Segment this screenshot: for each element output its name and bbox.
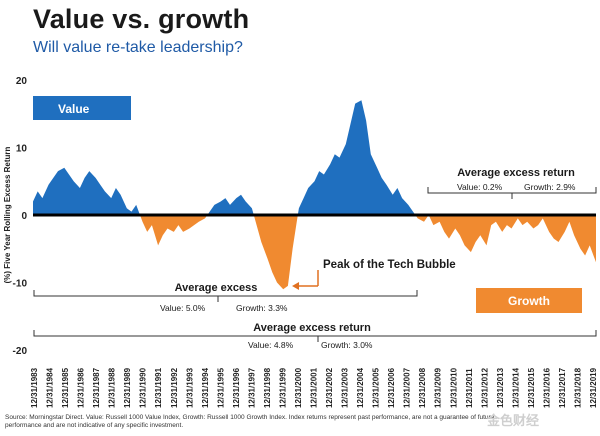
x-tick-label: 12/31/1985 (61, 367, 70, 408)
x-tick-label: 12/31/2005 (372, 367, 381, 408)
y-axis-label: (%) Five Year Rolling Excess Return (3, 146, 12, 283)
x-tick-label: 12/31/2009 (434, 367, 443, 408)
x-tick-label: 12/31/1993 (185, 367, 194, 408)
legend-value-box (33, 96, 131, 120)
avg-return-growth: Growth: 2.9% (524, 182, 576, 192)
legend: Value Growth (33, 96, 582, 313)
x-tick-label: 12/31/1998 (263, 367, 272, 408)
x-tick-label: 12/31/1988 (108, 367, 117, 408)
x-tick-label: 12/31/1992 (170, 367, 179, 408)
x-tick-label: 12/31/2019 (589, 367, 598, 408)
x-tick-label: 12/31/2015 (527, 367, 536, 408)
x-tick-label: 12/31/2002 (325, 367, 334, 408)
y-tick-label: -20 (13, 346, 28, 357)
avg-total-value: Value: 4.8% (248, 340, 294, 350)
x-tick-label: 12/31/1986 (77, 367, 86, 408)
x-tick-label: 12/31/2003 (341, 367, 350, 408)
avg-return-value: Value: 0.2% (457, 182, 503, 192)
x-tick-label: 12/31/1994 (201, 367, 210, 408)
x-axis: 12/31/1983 12/31/1984 12/31/1985 12/31/1986… (30, 367, 598, 408)
x-tick-label: 12/31/1999 (278, 367, 287, 408)
legend-growth-label: Growth (508, 294, 550, 308)
x-tick-label: 12/31/2014 (511, 367, 520, 408)
y-tick-label: 0 (21, 211, 27, 222)
area-series (33, 100, 596, 290)
annotations: Peak of the Tech Bubble Average excess re… (33, 167, 597, 350)
avg-total-growth: Growth: 3.0% (321, 340, 373, 350)
bracket-1983-2008 (33, 290, 418, 297)
x-tick-label: 12/31/1990 (139, 367, 148, 408)
avg-return-title: Average excess return (457, 167, 575, 179)
x-tick-label: 12/31/2004 (356, 367, 365, 408)
x-tick-label: 12/31/1989 (123, 367, 132, 408)
legend-value-label: Value (58, 102, 90, 116)
value-area (33, 167, 140, 215)
avg-excess-growth: Growth: 3.3% (236, 303, 288, 313)
avg-excess-value: Value: 5.0% (160, 303, 206, 313)
growth-area (140, 215, 208, 246)
peak-annotation: Peak of the Tech Bubble (323, 259, 456, 271)
x-tick-label: 12/31/2010 (449, 367, 458, 408)
x-tick-label: 12/31/2001 (310, 367, 319, 408)
x-tick-label: 12/31/2012 (480, 367, 489, 408)
x-tick-label: 12/31/2006 (387, 367, 396, 408)
growth-area (253, 215, 298, 290)
x-tick-label: 12/31/2007 (403, 367, 412, 408)
growth-area (415, 215, 429, 222)
x-tick-label: 12/31/2000 (294, 367, 303, 408)
source-note: Source: Morningstar Direct. Value: Russe… (5, 414, 495, 429)
peak-arrow-head (292, 282, 300, 290)
x-tick-label: 12/31/1991 (154, 367, 163, 408)
x-tick-label: 12/31/2016 (542, 367, 551, 408)
avg-excess-title: Average excess (175, 282, 258, 294)
x-tick-label: 12/31/1983 (30, 367, 39, 408)
growth-area (428, 215, 596, 263)
y-tick-label: -10 (13, 279, 28, 290)
x-tick-label: 12/31/1997 (247, 367, 256, 408)
chart-subtitle: Will value re-take leadership? (33, 39, 243, 56)
value-area (297, 100, 416, 215)
watermark-logo: 金色财经 (487, 413, 540, 428)
y-axis: 20 10 0 -10 -20 (13, 76, 28, 357)
x-tick-label: 12/31/2008 (418, 367, 427, 408)
legend-growth-box (476, 288, 582, 313)
x-tick-label: 12/31/1984 (46, 367, 55, 408)
x-tick-label: 12/31/2017 (558, 367, 567, 408)
x-tick-label: 12/31/2013 (496, 367, 505, 408)
x-tick-label: 12/31/1987 (92, 367, 101, 408)
avg-total-title: Average excess return (253, 322, 371, 334)
chart-title: Value vs. growth (33, 4, 250, 34)
x-tick-label: 12/31/2011 (465, 368, 474, 408)
x-tick-label: 12/31/1995 (216, 367, 225, 408)
y-tick-label: 10 (16, 144, 28, 155)
x-tick-label: 12/31/2018 (573, 367, 582, 408)
y-tick-label: 20 (16, 76, 28, 87)
x-tick-label: 12/31/1996 (232, 367, 241, 408)
bracket-1983-2019 (33, 330, 597, 337)
value-area (207, 194, 254, 215)
